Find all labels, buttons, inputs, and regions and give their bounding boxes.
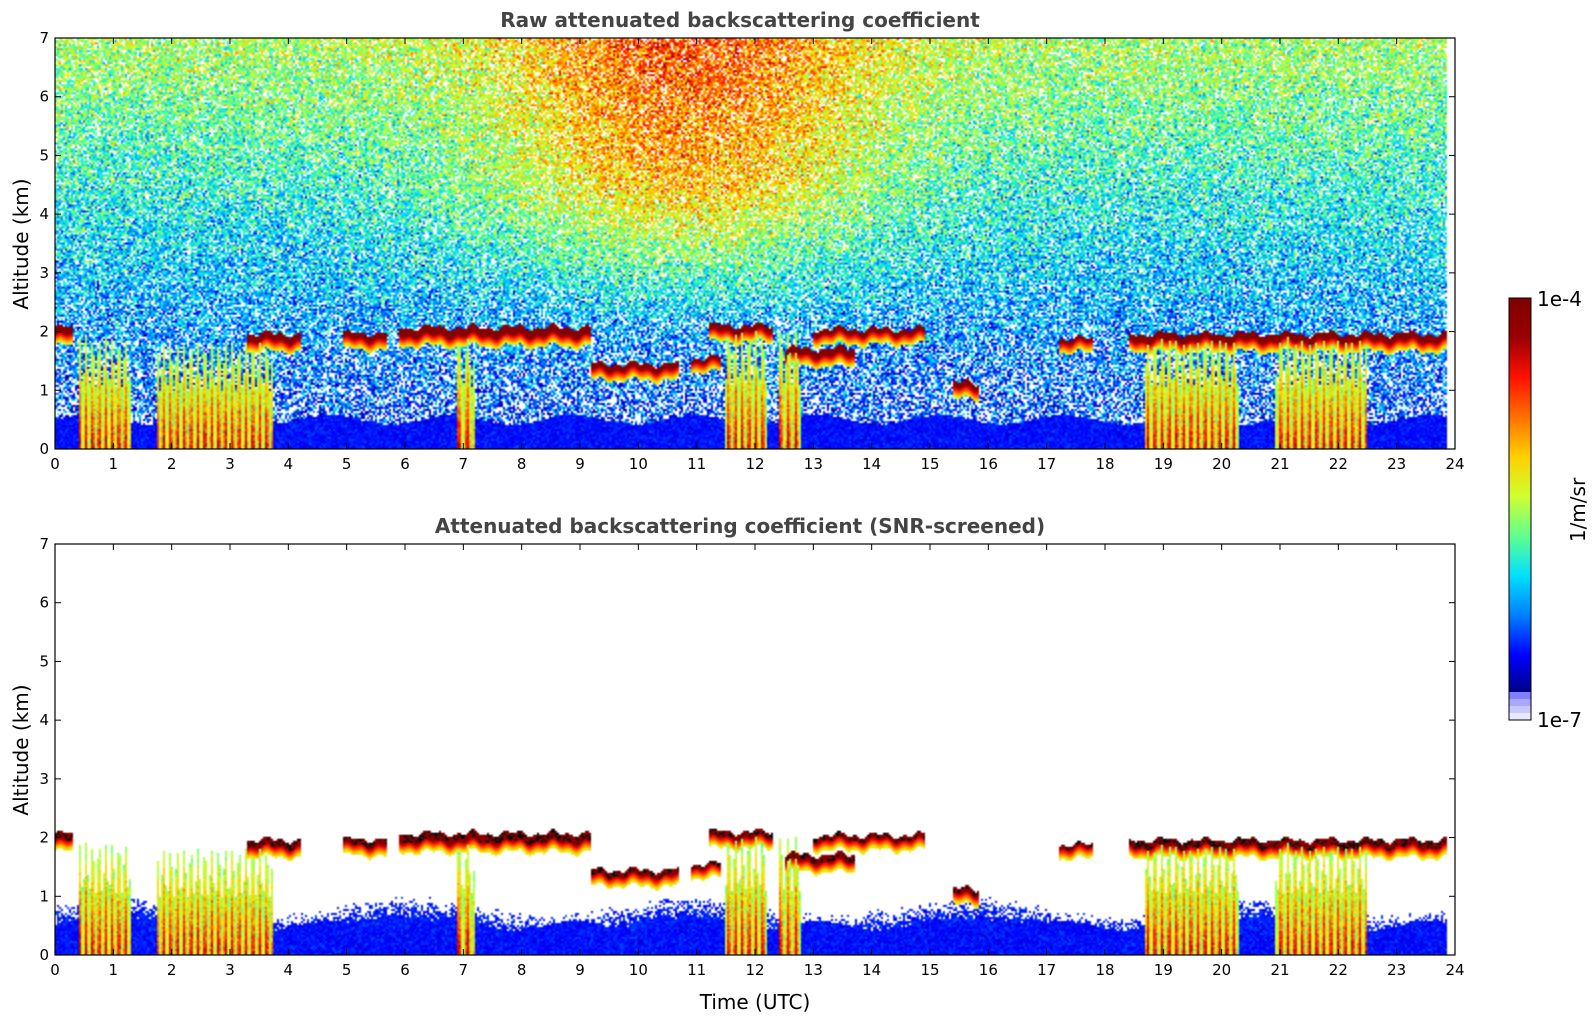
- screened-xtick-label: 20: [1212, 961, 1231, 979]
- raw-xtick-label: 24: [1445, 455, 1464, 473]
- panel-raw: Raw attenuated backscattering coefficien…: [9, 8, 1465, 473]
- raw-xtick-label: 21: [1270, 455, 1289, 473]
- screened-xtick-label: 12: [745, 961, 764, 979]
- colorbar-unit-label: 1/m/sr: [1566, 477, 1590, 542]
- raw-xtick-label: 22: [1329, 455, 1348, 473]
- colorbar-max-label: 1e-4: [1537, 287, 1582, 311]
- colorbar-frame: [1508, 297, 1532, 721]
- screened-xtick-label: 1: [109, 961, 119, 979]
- screened-ytick-label: 2: [39, 829, 49, 847]
- colorbar-low-step: [1509, 692, 1531, 699]
- screened-xtick-label: 24: [1445, 961, 1464, 979]
- screened-xtick-label: 13: [804, 961, 823, 979]
- raw-ytick-label: 3: [39, 264, 49, 282]
- raw-xtick-label: 10: [629, 455, 648, 473]
- screened-xtick-label: 21: [1270, 961, 1289, 979]
- raw-xtick-label: 17: [1037, 455, 1056, 473]
- raw-ytick-label: 4: [39, 205, 49, 223]
- screened-xtick-label: 3: [225, 961, 235, 979]
- raw-xtick-label: 1: [109, 455, 119, 473]
- raw-xtick-label: 5: [342, 455, 352, 473]
- screened-ytick-label: 1: [39, 887, 49, 905]
- raw-ytick-label: 1: [39, 381, 49, 399]
- raw-ytick-label: 6: [39, 88, 49, 106]
- screened-ytick-label: 7: [39, 535, 49, 553]
- raw-xtick-label: 12: [745, 455, 764, 473]
- screened-xtick-label: 8: [517, 961, 527, 979]
- raw-xtick-label: 19: [1154, 455, 1173, 473]
- raw-xtick-label: 15: [920, 455, 939, 473]
- raw-xtick-label: 23: [1387, 455, 1406, 473]
- screened-xtick-label: 2: [167, 961, 177, 979]
- screened-heatmap-image: [55, 544, 1455, 955]
- screened-xtick-label: 7: [459, 961, 469, 979]
- raw-xtick-label: 7: [459, 455, 469, 473]
- screened-ytick-label: 5: [39, 652, 49, 670]
- raw-ytick-label: 2: [39, 323, 49, 341]
- screened-xtick-label: 10: [629, 961, 648, 979]
- screened-xtick-label: 19: [1154, 961, 1173, 979]
- screened-xtick-label: 15: [920, 961, 939, 979]
- screened-xtick-label: 11: [687, 961, 706, 979]
- colorbar-low-step: [1509, 706, 1531, 713]
- raw-xtick-label: 4: [284, 455, 294, 473]
- raw-xtick-label: 6: [400, 455, 410, 473]
- raw-xtick-label: 18: [1095, 455, 1114, 473]
- screened-xtick-label: 5: [342, 961, 352, 979]
- screened-xtick-label: 0: [50, 961, 60, 979]
- screened-ytick-label: 6: [39, 594, 49, 612]
- colorbar: 1e-4 1e-7 1/m/sr: [1508, 287, 1590, 732]
- raw-ytick-label: 7: [39, 29, 49, 47]
- colorbar-low-end: [1509, 692, 1531, 720]
- screened-ytick-label: 3: [39, 770, 49, 788]
- colorbar-low-step: [1509, 713, 1531, 720]
- raw-xtick-label: 2: [167, 455, 177, 473]
- panel-screened-ylabel: Altitude (km): [9, 684, 33, 815]
- raw-xtick-label: 8: [517, 455, 527, 473]
- screened-xtick-label: 23: [1387, 961, 1406, 979]
- panel-screened-xlabel: Time (UTC): [699, 990, 811, 1014]
- raw-xtick-label: 14: [862, 455, 881, 473]
- screened-ytick-label: 0: [39, 946, 49, 964]
- screened-xtick-label: 9: [575, 961, 585, 979]
- screened-xtick-label: 17: [1037, 961, 1056, 979]
- screened-xtick-label: 22: [1329, 961, 1348, 979]
- screened-xtick-label: 18: [1095, 961, 1114, 979]
- raw-xtick-label: 3: [225, 455, 235, 473]
- screened-xtick-label: 6: [400, 961, 410, 979]
- screened-xtick-label: 14: [862, 961, 881, 979]
- panel-raw-axes: 0 1 2 3 4 5 6 7 8 9 10 11 12 13 14 15 16 17 18 19 20 21 22 23 24…: [39, 29, 1464, 473]
- raw-xtick-label: 9: [575, 455, 585, 473]
- colorbar-gradient: [1509, 298, 1531, 720]
- raw-ytick-label: 0: [39, 440, 49, 458]
- panel-raw-title: Raw attenuated backscattering coefficien…: [500, 8, 980, 32]
- raw-ytick-label: 5: [39, 146, 49, 164]
- raw-xtick-label: 11: [687, 455, 706, 473]
- raw-xtick-label: 0: [50, 455, 60, 473]
- colorbar-low-step: [1509, 699, 1531, 706]
- panel-raw-ylabel: Altitude (km): [9, 178, 33, 309]
- panel-screened-title: Attenuated backscattering coefficient (S…: [435, 514, 1045, 538]
- colorbar-min-label: 1e-7: [1537, 708, 1582, 732]
- raw-xtick-label: 20: [1212, 455, 1231, 473]
- raw-xtick-label: 13: [804, 455, 823, 473]
- panel-screened: Attenuated backscattering coefficient (S…: [9, 514, 1465, 1014]
- raw-heatmap-image: [55, 38, 1455, 449]
- screened-xtick-label: 16: [979, 961, 998, 979]
- screened-ytick-label: 4: [39, 711, 49, 729]
- screened-xtick-label: 4: [284, 961, 294, 979]
- panel-screened-axes: 0 1 2 3 4 5 6 7 8 9 10 11 12 13 14 15 16 17 18 19 20 21 22 23 24…: [39, 535, 1464, 979]
- raw-xtick-label: 16: [979, 455, 998, 473]
